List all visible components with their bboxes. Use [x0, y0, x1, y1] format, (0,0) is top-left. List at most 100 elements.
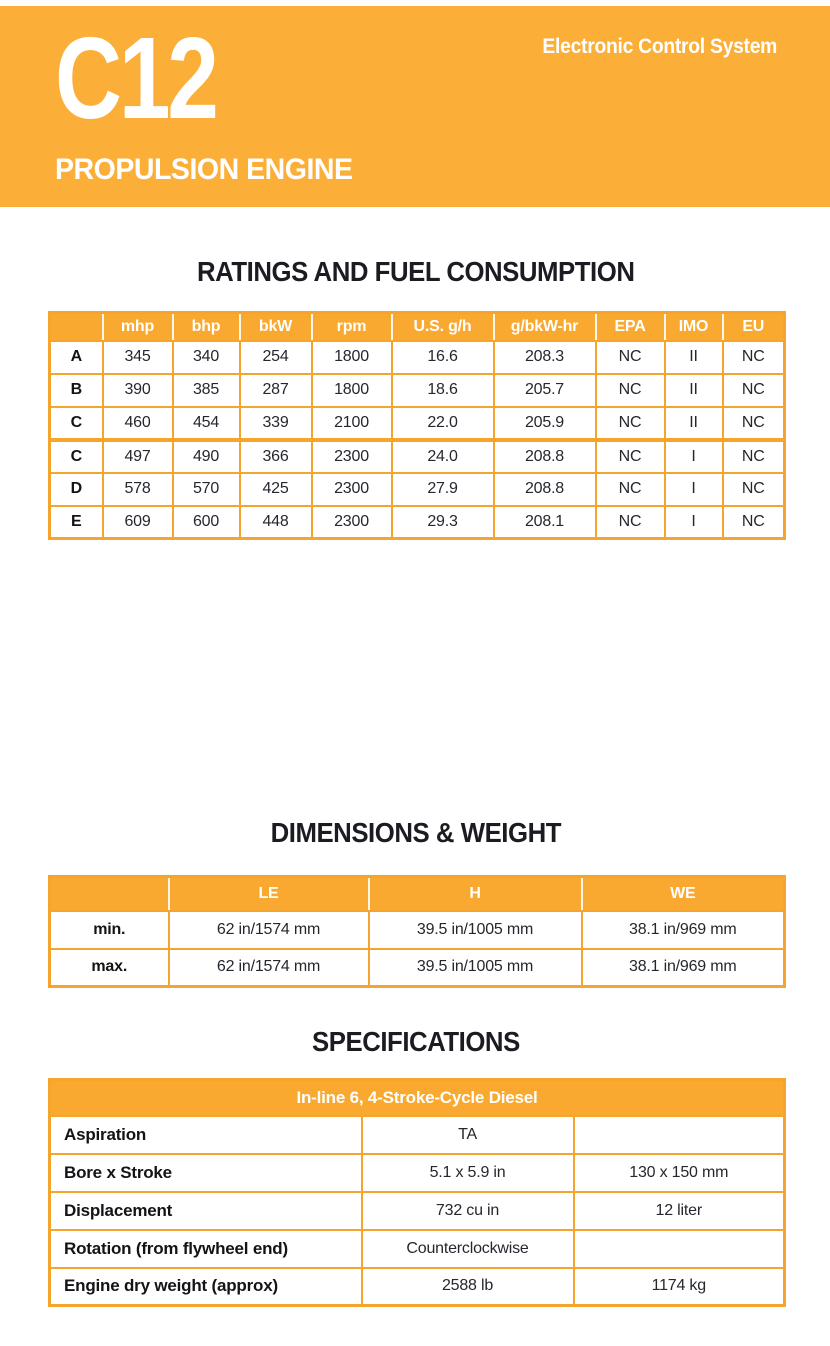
- specification-label: Displacement: [48, 1190, 363, 1231]
- ratings-column-header: IMO: [663, 312, 723, 342]
- ratings-row: D 578 570 425 2300 27.9 208.8 NC I NC: [48, 471, 786, 507]
- ratings-cell: 22.0: [390, 405, 495, 441]
- specification-row: Aspiration TA: [48, 1114, 786, 1155]
- ratings-cell: NC: [721, 504, 786, 540]
- ratings-cell: 1800: [310, 372, 393, 408]
- ratings-cell: NC: [594, 372, 666, 408]
- dimensions-row-label: max.: [48, 947, 170, 988]
- ratings-cell: 2300: [310, 471, 393, 507]
- dimensions-column-header: WE: [580, 876, 785, 912]
- ratings-cell: 24.0: [390, 437, 495, 474]
- ratings-cell: II: [663, 405, 724, 441]
- ratings-cell: 1800: [310, 339, 393, 375]
- ratings-column-header: rpm: [310, 312, 392, 342]
- dimensions-row-label: min.: [48, 909, 170, 950]
- specification-value-us: Counterclockwise: [360, 1228, 575, 1269]
- ratings-cell: 345: [101, 339, 174, 375]
- ratings-column-header: mhp: [101, 312, 173, 342]
- dimensions-header-row: LE H WE: [49, 876, 785, 912]
- dimensions-cell: 38.1 in/969 mm: [580, 909, 786, 950]
- ratings-cell: 27.9: [390, 471, 495, 507]
- ratings-header-row: mhp bhp bkW rpm U.S. g/h g/bkW-hr EPA IMO EU: [49, 312, 785, 342]
- ratings-cell: 2100: [310, 405, 393, 441]
- ratings-cell: NC: [594, 471, 666, 507]
- ratings-cell: 208.3: [492, 339, 597, 375]
- specification-label: Engine dry weight (approx): [48, 1266, 363, 1307]
- ratings-cell: 287: [238, 372, 313, 408]
- ratings-cell: 18.6: [390, 372, 495, 408]
- ratings-row-label: E: [48, 504, 104, 540]
- ratings-cell: 490: [171, 437, 241, 474]
- specification-value-metric: [572, 1228, 786, 1269]
- ratings-cell: 570: [171, 471, 241, 507]
- ratings-cell: 454: [171, 405, 241, 441]
- dimensions-column-header: [49, 876, 169, 912]
- ratings-row: A 345 340 254 1800 16.6 208.3 NC II NC: [48, 339, 786, 375]
- ratings-cell: 425: [238, 471, 313, 507]
- specification-value-us: TA: [360, 1114, 575, 1155]
- specification-row: Engine dry weight (approx) 2588 lb 1174 kg: [48, 1266, 786, 1307]
- ratings-cell: 339: [238, 405, 313, 441]
- specification-label: Rotation (from flywheel end): [48, 1228, 363, 1269]
- ratings-cell: 205.7: [492, 372, 597, 408]
- specification-value-us: 5.1 x 5.9 in: [360, 1152, 575, 1193]
- specifications-header-row: In-line 6, 4-Stroke-Cycle Diesel: [49, 1079, 785, 1117]
- specification-label: Aspiration: [48, 1114, 363, 1155]
- ratings-cell: NC: [594, 339, 666, 375]
- ratings-cell: 208.8: [492, 437, 597, 474]
- ratings-cell: 208.8: [492, 471, 597, 507]
- dimensions-row: max. 62 in/1574 mm 39.5 in/1005 mm 38.1 in/…: [48, 947, 786, 988]
- ratings-row-label: A: [48, 339, 104, 375]
- ratings-cell: I: [663, 437, 724, 474]
- ratings-cell: 2300: [310, 437, 393, 474]
- specification-label: Bore x Stroke: [48, 1152, 363, 1193]
- ratings-cell: NC: [721, 372, 786, 408]
- ratings-cell: 16.6: [390, 339, 495, 375]
- ratings-cell: NC: [721, 471, 786, 507]
- ratings-cell: 497: [101, 437, 174, 474]
- ratings-cell: NC: [594, 405, 666, 441]
- ratings-cell: 254: [238, 339, 313, 375]
- ratings-cell: 460: [101, 405, 174, 441]
- dimensions-column-header: LE: [167, 876, 369, 912]
- specification-row: Displacement 732 cu in 12 liter: [48, 1190, 786, 1231]
- specification-value-metric: 12 liter: [572, 1190, 786, 1231]
- dimensions-table: LE H WE min. 62 in/1574 mm 39.5 in/1005 mm 38…: [48, 875, 786, 988]
- specifications-table: In-line 6, 4-Stroke-Cycle Diesel Aspirat…: [48, 1078, 787, 1307]
- dimensions-column-header: H: [367, 876, 582, 912]
- ratings-row-label: D: [48, 471, 104, 507]
- engine-type-subtitle: PROPULSION ENGINE: [55, 153, 353, 186]
- ratings-row: B 390 385 287 1800 18.6 205.7 NC II NC: [48, 372, 786, 408]
- ratings-column-header: EPA: [594, 312, 665, 342]
- ratings-cell: 390: [101, 372, 174, 408]
- ratings-row: C 497 490 366 2300 24.0 208.8 NC I NC: [48, 437, 786, 474]
- ratings-column-header: g/bkW-hr: [492, 312, 596, 342]
- ratings-row: E 609 600 448 2300 29.3 208.1 NC I NC: [48, 504, 786, 540]
- ratings-cell: 600: [171, 504, 241, 540]
- ratings-cell: 578: [101, 471, 174, 507]
- dimensions-row: min. 62 in/1574 mm 39.5 in/1005 mm 38.1 in/…: [48, 909, 786, 950]
- ratings-cell: NC: [594, 437, 666, 474]
- engine-configuration-header: In-line 6, 4-Stroke-Cycle Diesel: [49, 1079, 785, 1117]
- ratings-cell: 385: [171, 372, 241, 408]
- specification-value-metric: 1174 kg: [572, 1266, 786, 1307]
- specification-value-us: 2588 lb: [360, 1266, 575, 1307]
- ratings-cell: 208.1: [492, 504, 597, 540]
- specification-value-metric: [572, 1114, 786, 1155]
- ratings-cell: NC: [721, 437, 786, 474]
- ratings-cell: 2300: [310, 504, 393, 540]
- ratings-row-label: B: [48, 372, 104, 408]
- masthead: Electronic Control System C12 PROPULSION…: [0, 6, 830, 207]
- dimensions-cell: 38.1 in/969 mm: [580, 947, 786, 988]
- specification-value-us: 732 cu in: [360, 1190, 575, 1231]
- ratings-cell: 609: [101, 504, 174, 540]
- ratings-cell: NC: [594, 504, 666, 540]
- ratings-column-header: U.S. g/h: [390, 312, 494, 342]
- ratings-cell: NC: [721, 405, 786, 441]
- ratings-cell: NC: [721, 339, 786, 375]
- ratings-row-label: C: [48, 437, 104, 474]
- ratings-table: mhp bhp bkW rpm U.S. g/h g/bkW-hr EPA IMO EU A 34…: [48, 311, 786, 540]
- ratings-cell: II: [663, 372, 724, 408]
- ratings-row-label: C: [48, 405, 104, 441]
